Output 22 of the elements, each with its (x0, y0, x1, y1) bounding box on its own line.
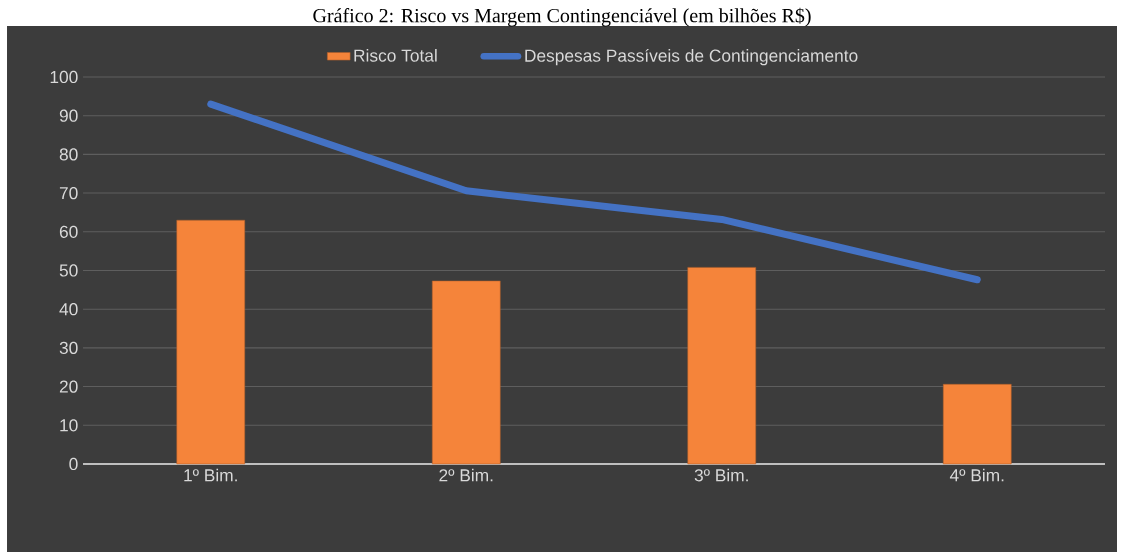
y-tick-label: 50 (59, 264, 78, 277)
bar (431, 280, 501, 465)
chart-title: Gráfico 2: Risco vs Margem Contingenciável (em bilhões R$) (313, 7, 811, 27)
y-tick-label: 20 (59, 380, 78, 393)
legend-label: Despesas Passíveis de Contingenciamento (525, 48, 858, 66)
x-tick-label: 1º Bim. (184, 468, 237, 482)
y-tick-label: 60 (59, 225, 78, 238)
legend-label: Risco Total (354, 48, 437, 62)
bar (942, 384, 1012, 465)
y-tick-label: 0 (69, 457, 78, 471)
bar (176, 219, 246, 465)
y-tick-label: 70 (59, 186, 78, 200)
y-tick-label: 100 (50, 70, 78, 84)
y-tick-label: 40 (59, 303, 78, 316)
y-tick-label: 80 (59, 148, 78, 161)
x-tick-label: 3º Bim. (694, 468, 748, 482)
y-tick-label: 10 (60, 419, 78, 432)
y-tick-label: 30 (59, 341, 78, 355)
x-tick-label: 2º Bim. (439, 468, 493, 482)
y-tick-label: 90 (59, 109, 78, 122)
x-tick-label: 4º Bim. (949, 468, 1004, 482)
bar (687, 267, 757, 465)
